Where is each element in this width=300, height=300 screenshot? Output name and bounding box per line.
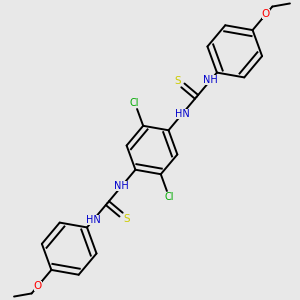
- Text: NH: NH: [114, 182, 129, 191]
- Text: S: S: [123, 214, 130, 224]
- Text: Cl: Cl: [164, 193, 174, 202]
- Text: O: O: [34, 281, 42, 291]
- Text: O: O: [262, 9, 270, 19]
- Text: NH: NH: [203, 75, 218, 85]
- Text: S: S: [174, 76, 181, 86]
- Text: HN: HN: [86, 215, 101, 225]
- Text: HN: HN: [175, 109, 190, 118]
- Text: Cl: Cl: [130, 98, 140, 107]
